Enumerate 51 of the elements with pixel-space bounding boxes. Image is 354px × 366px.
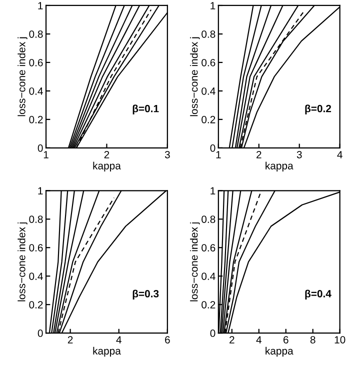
x-tick-label: 3 <box>296 150 302 158</box>
y-tick-label: 0.6 <box>29 58 43 66</box>
y-tick-label: 1 <box>38 2 43 10</box>
x-axis-title: kappa <box>93 346 121 357</box>
x-axis-title: kappa <box>266 346 294 357</box>
x-tick-label: 4 <box>116 336 122 344</box>
x-tick-label: 2 <box>256 150 262 158</box>
x-tick-label: 10 <box>334 336 346 344</box>
y-tick-label: 0 <box>210 144 216 152</box>
x-axis-title: kappa <box>266 162 294 172</box>
y-axis-title: loss−cone index j <box>190 37 200 116</box>
y-tick-label: 0.8 <box>202 216 216 223</box>
x-tick-label: 4 <box>337 151 342 158</box>
annotation: β=0.4 <box>305 290 332 300</box>
x-axis-title: kappa <box>93 162 121 172</box>
y-tick-label: 0.6 <box>29 244 43 252</box>
annotation: β=0.3 <box>132 290 159 300</box>
y-tick-label: 1 <box>210 187 216 194</box>
y-tick-label: 1 <box>210 2 216 10</box>
y-tick-label: 0 <box>38 330 43 337</box>
annotation: β=0.1 <box>132 104 159 114</box>
x-tick-label: 1 <box>216 151 221 158</box>
y-tick-label: 0.2 <box>202 301 216 308</box>
y-tick-label: 0.4 <box>202 87 216 95</box>
y-tick-label: 0.2 <box>29 301 43 308</box>
y-tick-label: 0.4 <box>202 272 216 280</box>
y-tick-label: 0.8 <box>29 30 43 38</box>
annotation: β=0.2 <box>305 104 332 114</box>
x-tick-label: 6 <box>165 336 170 344</box>
x-tick-label: 3 <box>164 150 170 158</box>
y-tick-label: 0.8 <box>202 30 216 38</box>
y-tick-label: 0.6 <box>202 244 216 252</box>
x-tick-label: 2 <box>68 336 73 344</box>
y-axis-title: loss−cone index j <box>190 222 200 302</box>
y-tick-label: 0 <box>38 144 43 152</box>
y-tick-label: 0.8 <box>29 216 43 223</box>
y-tick-label: 0.6 <box>202 58 216 66</box>
y-tick-label: 0.2 <box>29 116 43 124</box>
x-tick-label: 8 <box>310 336 316 344</box>
x-tick-label: 2 <box>104 150 110 158</box>
x-tick-label: 1 <box>44 151 48 158</box>
y-tick-label: 0.4 <box>29 272 43 280</box>
y-tick-label: 0 <box>210 330 216 337</box>
y-tick-label: 0.4 <box>29 87 43 95</box>
y-tick-label: 0.2 <box>202 116 216 124</box>
x-tick-label: 4 <box>256 336 262 344</box>
y-tick-label: 1 <box>38 187 43 194</box>
x-tick-label: 6 <box>284 336 288 344</box>
y-axis-title: loss−cone index j <box>18 222 28 302</box>
y-axis-title: loss−cone index j <box>18 37 28 116</box>
x-tick-label: 2 <box>230 336 234 344</box>
